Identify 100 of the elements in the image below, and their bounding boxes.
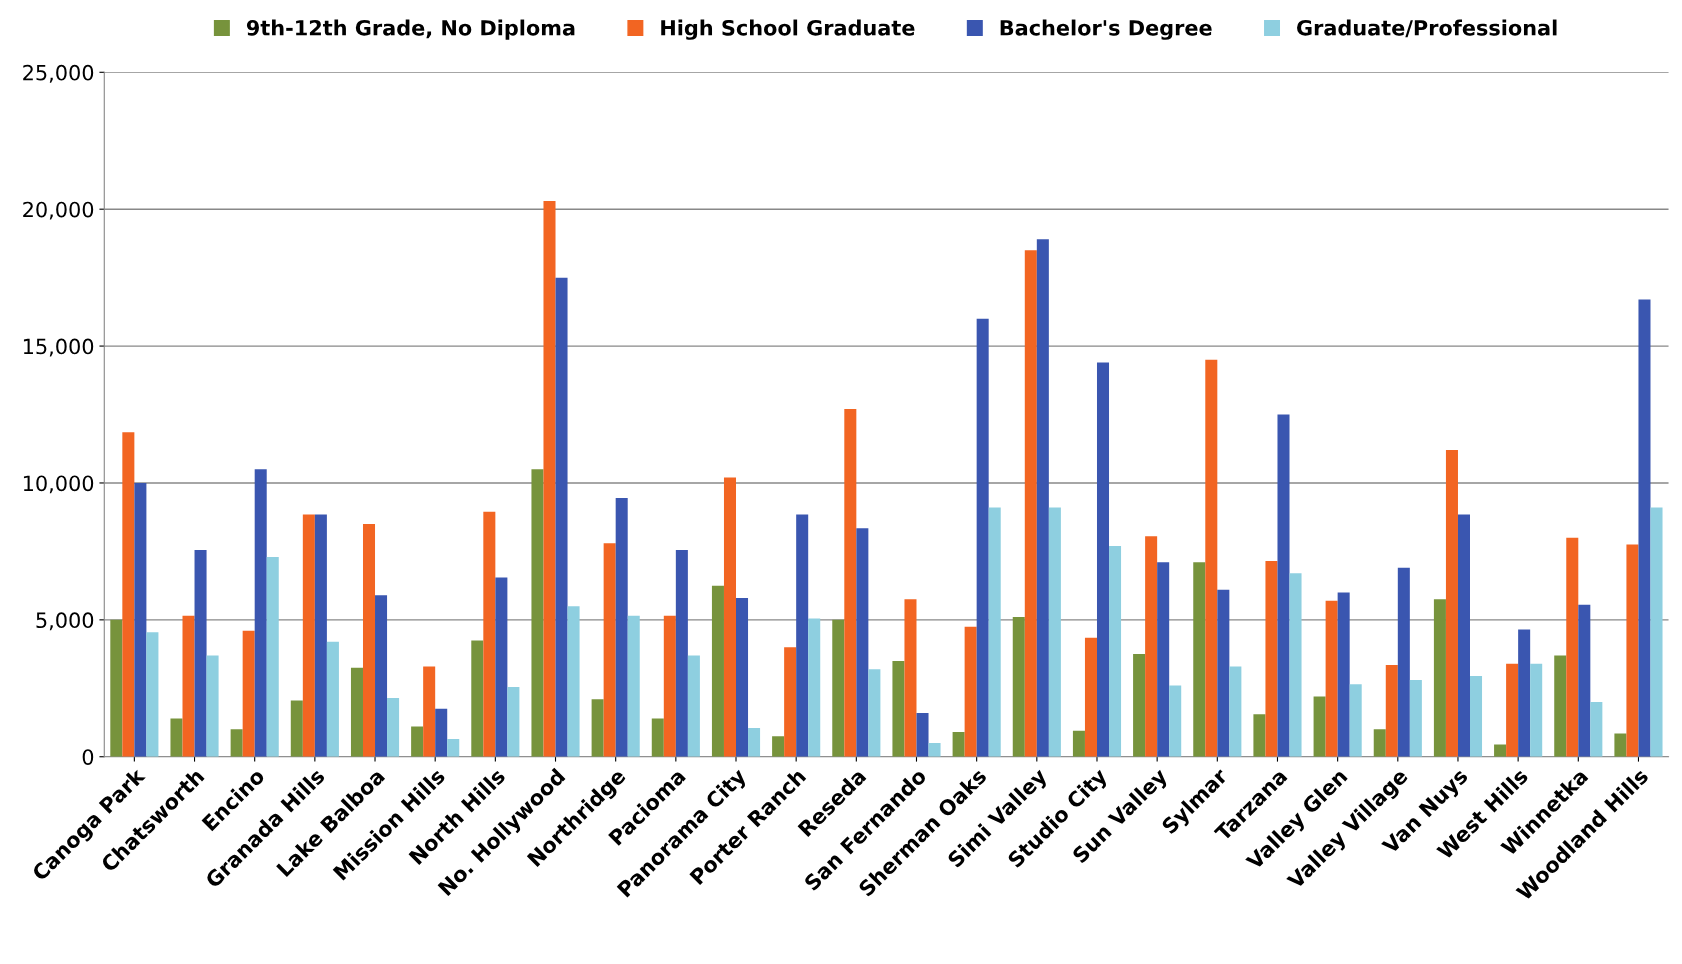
bar (206, 655, 219, 757)
bar (266, 556, 279, 757)
bar (1554, 655, 1567, 757)
bar (1265, 560, 1278, 757)
bar (1626, 544, 1639, 757)
bar (1590, 701, 1603, 757)
bar (1397, 567, 1410, 757)
bar (1253, 714, 1266, 757)
bar (1277, 414, 1290, 757)
bar (687, 655, 700, 757)
bar (736, 597, 749, 757)
bar (447, 738, 460, 757)
bar (170, 718, 183, 757)
bar (1313, 696, 1326, 757)
bar (1157, 562, 1170, 757)
legend-label: Bachelor's Degree (1000, 19, 1212, 40)
bar (423, 666, 436, 757)
bar (784, 647, 797, 757)
y-tick-label: 20,000 (23, 201, 94, 220)
bar (1325, 600, 1338, 757)
bar (362, 524, 376, 757)
bar (651, 718, 664, 757)
legend-label: High School Graduate (661, 19, 915, 40)
legend-label: Graduate/Professional (1297, 19, 1557, 38)
bar (194, 550, 207, 757)
bar (1205, 359, 1218, 757)
bar (916, 712, 929, 757)
bar (1169, 685, 1182, 757)
bar (928, 743, 941, 757)
bar (1530, 663, 1543, 757)
bar (387, 697, 400, 757)
bar (1133, 654, 1146, 757)
y-tick-label: 10,000 (23, 475, 94, 494)
bar (1385, 665, 1398, 757)
bar (302, 514, 315, 757)
bar (471, 640, 484, 757)
bar (892, 660, 905, 757)
bar (1048, 507, 1061, 757)
bar (904, 599, 917, 757)
bar (1445, 450, 1458, 757)
bar (1650, 507, 1663, 757)
y-tick-label: 0 (82, 749, 94, 765)
bar (567, 606, 580, 757)
bar (1072, 730, 1085, 757)
bar (182, 615, 195, 757)
bar (1470, 675, 1483, 757)
y-tick-label: 5,000 (36, 612, 94, 631)
bar (1506, 663, 1519, 757)
bar (326, 641, 339, 757)
bar (1217, 589, 1230, 757)
bar (952, 732, 965, 757)
bar (1012, 617, 1025, 757)
bar (350, 667, 363, 757)
bar (1229, 666, 1242, 757)
bar (675, 550, 688, 757)
bar (375, 595, 388, 757)
bar (1518, 629, 1531, 757)
bar (1433, 599, 1446, 757)
bar (411, 726, 424, 757)
bar (627, 615, 640, 757)
bar (1614, 733, 1627, 757)
bar (134, 482, 147, 757)
bar (856, 528, 869, 757)
bar (748, 727, 761, 757)
bar (507, 686, 520, 757)
bar (483, 511, 496, 757)
y-tick-label: 15,000 (23, 338, 94, 357)
bar (314, 514, 327, 757)
bar (663, 615, 676, 757)
bar (711, 585, 724, 757)
bar (1337, 592, 1350, 757)
bar (844, 409, 857, 757)
bar (591, 699, 604, 757)
bar (1578, 604, 1591, 757)
bar (603, 543, 616, 757)
bar (230, 729, 243, 757)
bar (1145, 536, 1158, 757)
bar (1373, 729, 1386, 757)
bar (1494, 744, 1507, 757)
bar (543, 200, 556, 757)
legend-label: 9th-12th Grade, No Diploma (246, 19, 575, 40)
bar (146, 632, 159, 757)
bar (796, 514, 809, 757)
bar (832, 619, 845, 757)
y-tick-label: 25,000 (23, 64, 94, 83)
bar (254, 469, 267, 757)
bar (1409, 680, 1422, 757)
bar (1096, 362, 1110, 757)
bar (435, 708, 448, 757)
bar (1036, 239, 1049, 757)
bar (1566, 537, 1579, 757)
bar (723, 477, 736, 757)
bar (242, 630, 255, 757)
bar (964, 626, 977, 757)
bar (531, 469, 544, 757)
bar (1193, 562, 1206, 757)
bar (1109, 545, 1122, 757)
bar (290, 700, 303, 757)
bar (110, 619, 123, 757)
bar (976, 318, 989, 757)
